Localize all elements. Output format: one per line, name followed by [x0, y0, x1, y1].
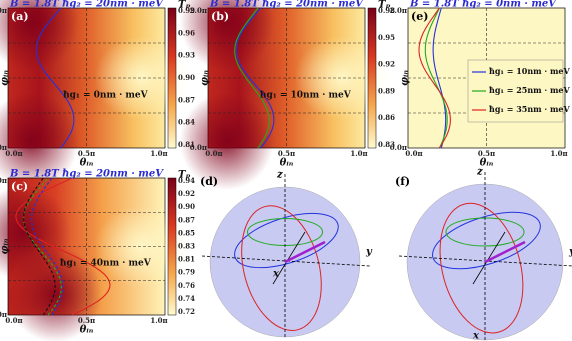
panel-label: (e): [411, 10, 428, 23]
colorbar-tick-label: 0.79: [178, 268, 195, 277]
axis-label: y: [365, 247, 373, 258]
axis: [201, 255, 371, 267]
colorbar-tick-label: 0.87: [178, 215, 195, 224]
colorbar-label: Tₚ: [178, 170, 190, 181]
y-axis-label: φᵢₙ: [0, 70, 11, 86]
colorbar-tick-label: 0.76: [178, 281, 195, 290]
panel-label: (a): [11, 10, 29, 23]
y-tick-label: 2.0π: [390, 6, 407, 15]
heatmap-pale: [94, 205, 189, 288]
y-tick-label: 0.0π: [190, 143, 207, 152]
panel-title: B = 1.8T ħg₂ = 20nm · meV: [209, 0, 364, 10]
colorbar-tick-label: 0.83: [378, 140, 395, 149]
colorbar: [167, 177, 177, 316]
panel-title: B = 1.8T ħg₂ = 0nm · meV: [409, 0, 557, 10]
colorbar-tick-label: 0.90: [178, 202, 195, 211]
x-axis-label: θᵢₙ: [80, 325, 94, 336]
y-tick-label: 0.0π: [0, 143, 7, 152]
x-tick-label: 0.5π: [78, 149, 95, 158]
curve: [35, 7, 75, 149]
panel-label: (b): [211, 10, 229, 23]
vector: [284, 240, 326, 264]
x-axis-label: θᵢₙ: [480, 158, 494, 169]
colorbar-tick-label: 0.72: [178, 307, 195, 316]
colorbar-tick-label: 0.87: [178, 95, 195, 104]
axis-label: x: [472, 331, 480, 341]
annotation: ħg₁ = 0nm · meV: [63, 90, 149, 100]
curve: [418, 7, 451, 149]
x-tick-label: 0.5π: [478, 149, 495, 158]
colorbar-tick-label: 0.81: [178, 255, 195, 264]
curve: [31, 177, 64, 316]
heatmap-hotspot: [0, 0, 79, 71]
colorbar-tick-label: 0.90: [178, 73, 195, 82]
colorbar-tick-label: 0.89: [378, 86, 395, 95]
x-axis-label: θᵢₙ: [280, 158, 294, 169]
axis-label: z: [476, 167, 483, 178]
x-tick-label: 0.0π: [5, 149, 22, 158]
legend-label: ħg₁ = 25nm · meV: [489, 85, 571, 95]
x-tick-label: 0.0π: [5, 316, 22, 325]
colorbar-tick-label: 0.92: [378, 60, 395, 69]
colorbar-tick-label: 0.85: [178, 228, 195, 237]
panel-label: (c): [11, 180, 28, 193]
annotation: ħg₁ = 40nm · meV: [60, 258, 152, 268]
y-tick-label: 0.0π: [0, 310, 7, 319]
vector: [484, 240, 526, 264]
panel-label: (f): [395, 175, 410, 188]
colorbar-tick-label: 0.98: [378, 6, 395, 15]
orbit: [241, 205, 322, 331]
colorbar-tick-label: 0.92: [178, 189, 195, 198]
curve: [23, 177, 62, 316]
x-tick-label: 0.0π: [205, 149, 222, 158]
x-tick-label: 1.0π: [350, 149, 367, 158]
y-axis-label: φᵢₙ: [0, 238, 11, 254]
colorbar-tick-label: 0.93: [178, 51, 195, 60]
y-tick-label: 2.0π: [0, 6, 7, 15]
x-tick-label: 0.0π: [405, 149, 422, 158]
legend-label: ħg₁ = 10nm · meV: [489, 66, 571, 76]
colorbar-tick-label: 0.86: [378, 113, 395, 122]
y-tick-label: 2.0π: [190, 6, 207, 15]
colorbar-tick-label: 0.95: [378, 33, 395, 42]
heatmap-hotspot: [8, 246, 103, 341]
panel-label: (d): [200, 175, 218, 188]
colorbar: [167, 7, 177, 149]
y-tick-label: 2.0π: [0, 176, 7, 185]
heatmap-pale: [94, 36, 189, 120]
x-tick-label: 1.0π: [550, 149, 567, 158]
axis-label: x: [272, 269, 280, 280]
x-tick-label: 0.5π: [278, 149, 295, 158]
curve: [424, 7, 448, 149]
x-tick-label: 1.0π: [150, 149, 167, 158]
axis-label: y: [568, 247, 572, 258]
x-tick-label: 0.5π: [78, 316, 95, 325]
panel-title: B = 1.8T ħg₂ = 20nm · meV: [9, 169, 164, 180]
curve: [234, 7, 270, 149]
colorbar-label: Tₚ: [378, 0, 390, 11]
colorbar: [367, 7, 377, 149]
axis: [272, 231, 306, 285]
legend-label: ħg₁ = 35nm · meV: [489, 104, 571, 114]
colorbar-tick-label: 0.74: [178, 294, 195, 303]
y-tick-label: 0.0π: [390, 143, 407, 152]
axis-label: z: [276, 170, 283, 181]
heatmap-pale: [294, 36, 389, 120]
curve: [235, 7, 275, 149]
annotation: ħg₁ = 10nm · meV: [260, 90, 352, 100]
y-axis-label: φᵢₙ: [400, 70, 411, 86]
curve: [432, 7, 447, 149]
heatmap-hotspot: [179, 92, 274, 190]
colorbar-tick-label: 0.83: [178, 242, 195, 251]
heatmap-hotspot: [0, 92, 79, 190]
orbit: [439, 202, 524, 334]
axis: [472, 231, 506, 285]
panel-title: B = 1.8T ħg₂ = 20nm · meV: [9, 0, 164, 10]
colorbar-tick-label: 0.94: [178, 176, 195, 185]
y-axis-label: φᵢₙ: [200, 70, 211, 86]
curve: [23, 177, 56, 316]
x-axis-label: θᵢₙ: [80, 158, 94, 169]
x-tick-label: 1.0π: [150, 316, 167, 325]
